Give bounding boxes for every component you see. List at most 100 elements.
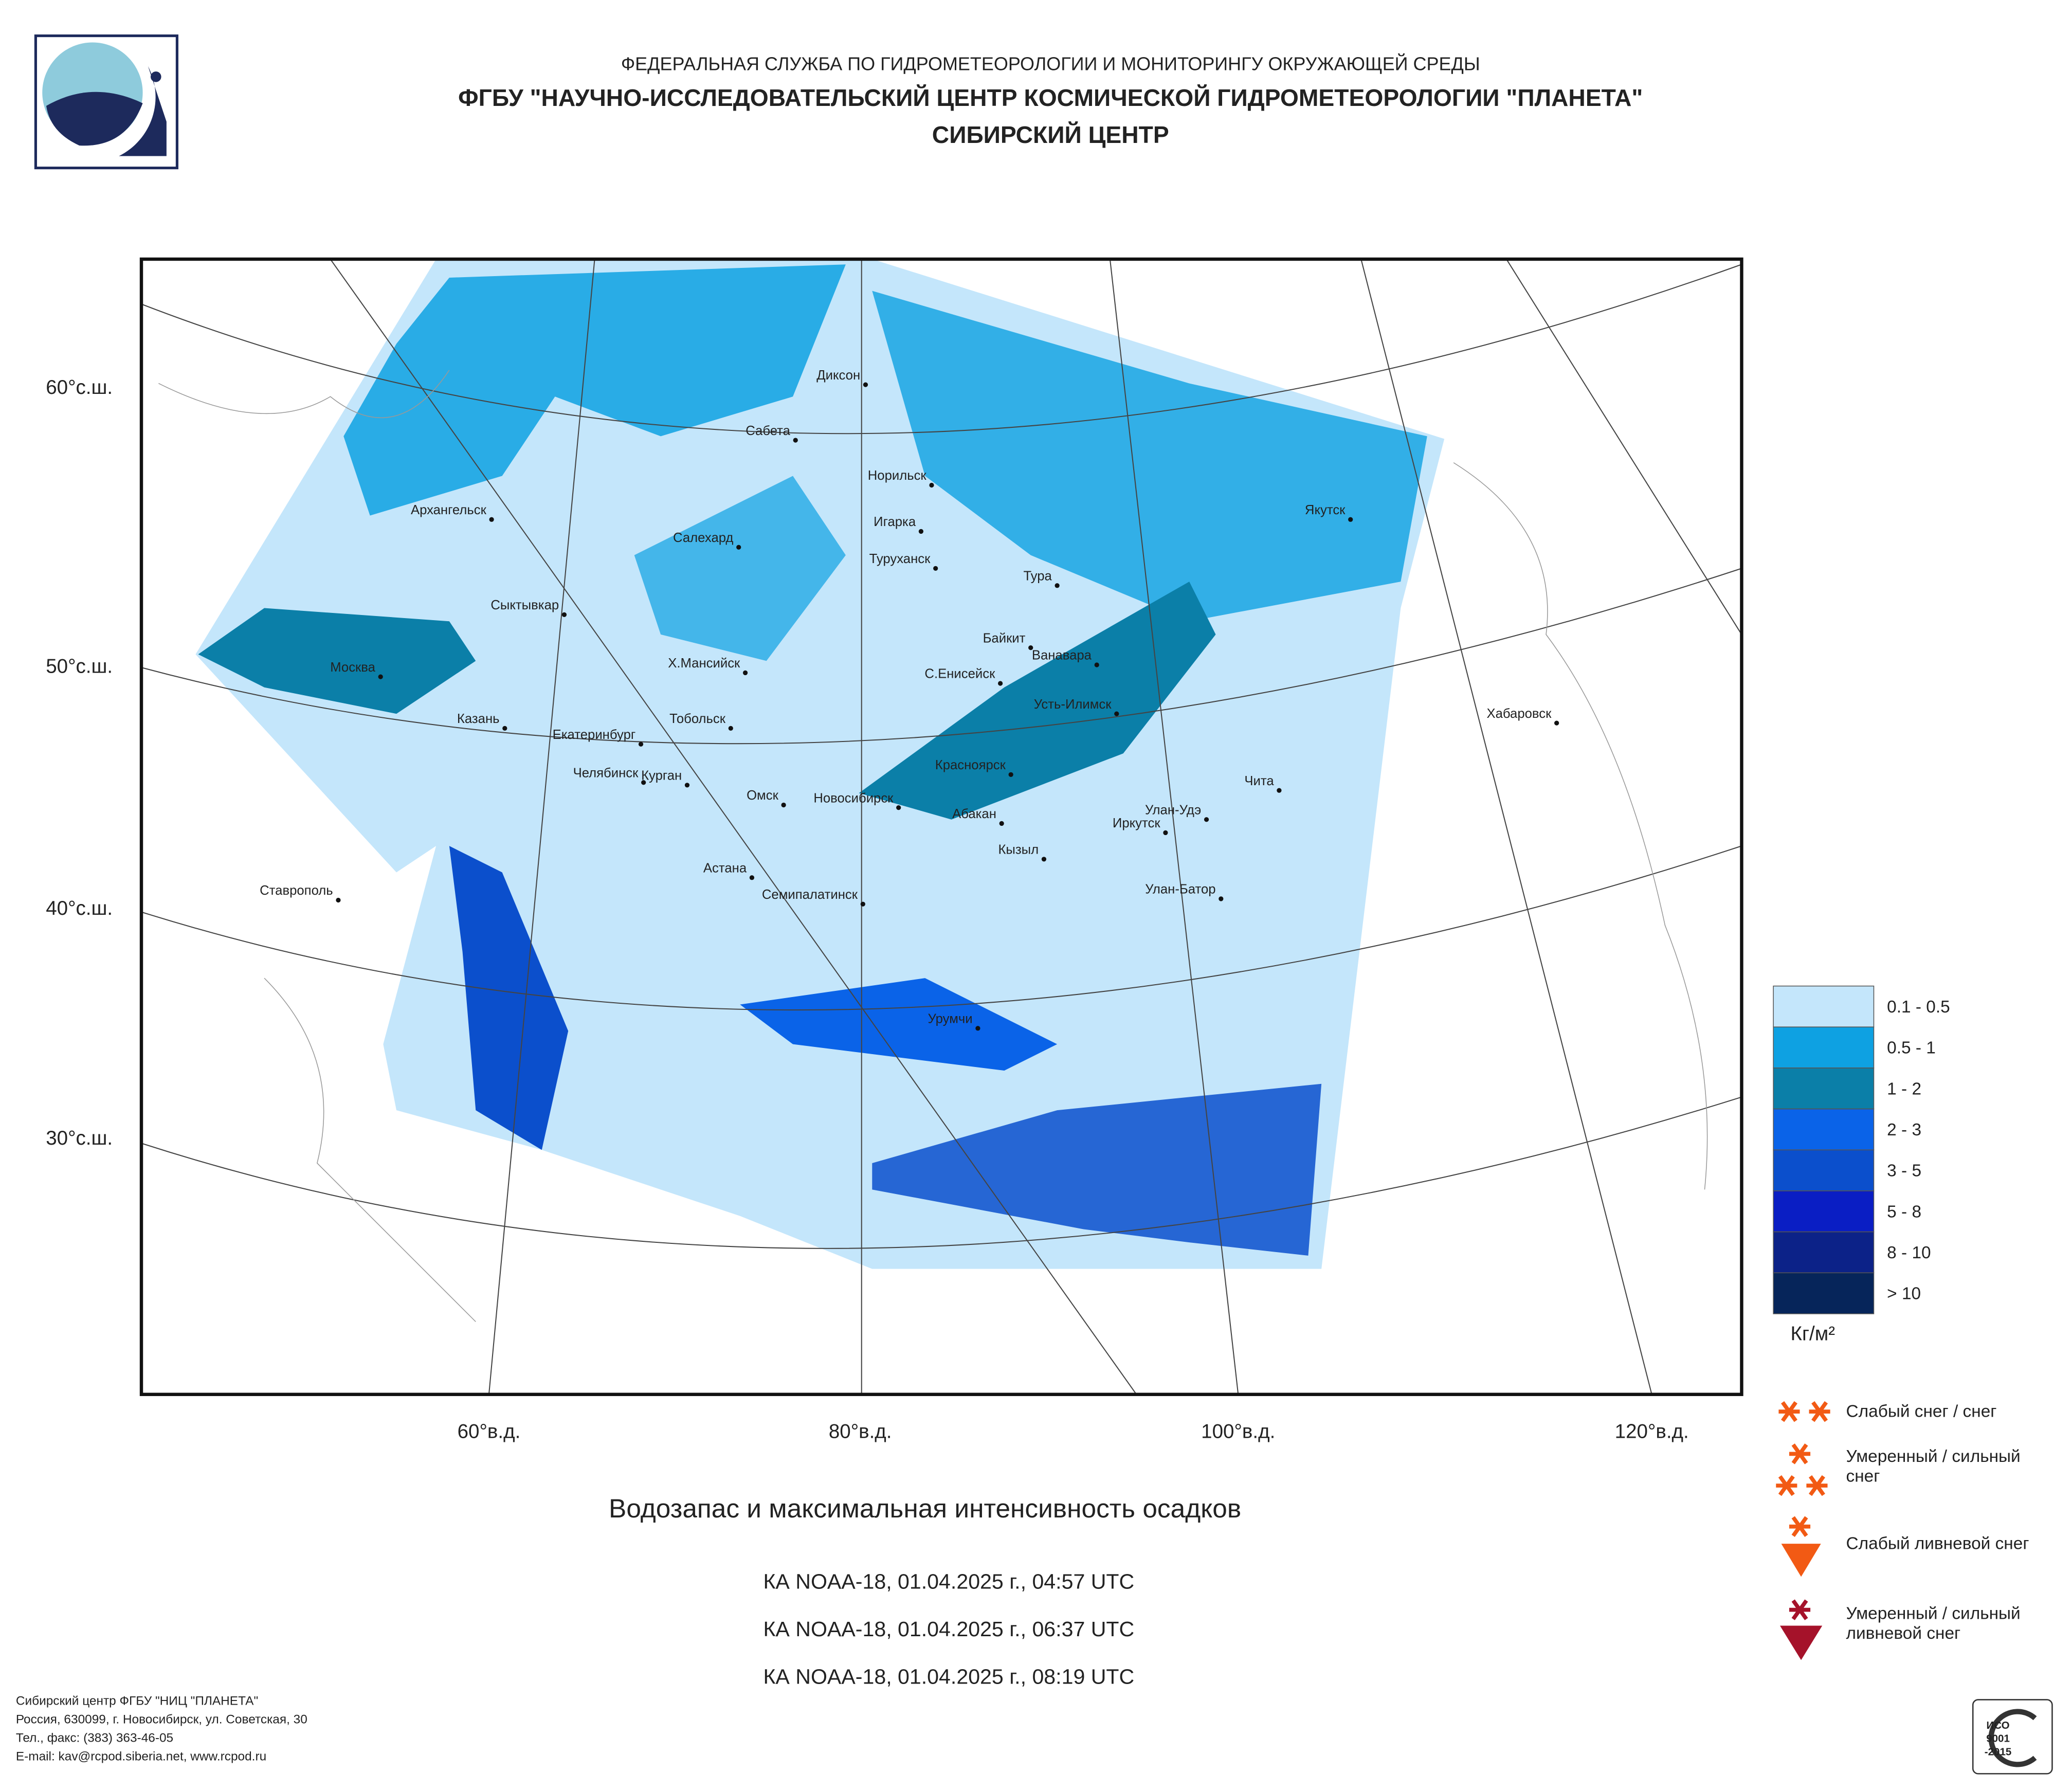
symbol-label: Слабый ливневой снег xyxy=(1846,1534,2029,1553)
legend-unit: Кг/м² xyxy=(1791,1323,1835,1345)
city-label: Игарка xyxy=(874,515,916,529)
city-label: Ставрополь xyxy=(260,883,333,898)
city-label: Чита xyxy=(1244,774,1274,788)
city-dot xyxy=(1008,772,1013,777)
lat-label: 60°с.ш. xyxy=(46,376,113,399)
lon-label: 100°в.д. xyxy=(1201,1421,1275,1443)
lon-label: 120°в.д. xyxy=(1615,1421,1689,1443)
city-label: Сабета xyxy=(746,424,790,438)
city-dot xyxy=(929,482,934,488)
legend-swatch xyxy=(1773,1272,1875,1314)
legend-label: 5 - 8 xyxy=(1887,1202,1921,1221)
city-dot xyxy=(736,545,741,550)
city-label: Норильск xyxy=(868,468,927,483)
city-dot xyxy=(1554,720,1559,726)
city-label: Тобольск xyxy=(669,712,726,726)
city-dot xyxy=(997,681,1003,686)
lon-label: 60°в.д. xyxy=(458,1421,521,1443)
symbol-label: снег xyxy=(1846,1467,1880,1486)
legend-swatch xyxy=(1773,1231,1875,1274)
symbol-label: Слабый снег / снег xyxy=(1846,1402,1997,1421)
legend-swatch xyxy=(1773,985,1875,1028)
city-dot xyxy=(933,566,938,571)
city-dot xyxy=(1055,583,1060,588)
city-dot xyxy=(1041,857,1047,862)
lat-label: 40°с.ш. xyxy=(46,897,113,919)
city-dot xyxy=(1204,817,1209,822)
city-dot xyxy=(728,726,733,731)
city-dot xyxy=(863,382,868,387)
city-label: Улан-Удэ xyxy=(1145,803,1201,817)
pass-line: КА NOAA-18, 01.04.2025 г., 04:57 UTC xyxy=(763,1570,1134,1594)
legend-label: 3 - 5 xyxy=(1887,1162,1921,1181)
legend-swatch xyxy=(1773,1068,1875,1110)
city-dot xyxy=(999,821,1004,826)
symbol-label: Умеренный / сильный xyxy=(1846,1604,2021,1623)
city-label: Екатеринбург xyxy=(553,728,636,742)
graticule-labels: 60°с.ш. 50°с.ш. 40°с.ш. 30°с.ш. 60°в.д. 80°в.… xyxy=(46,376,1689,1442)
city-dot xyxy=(1219,896,1224,901)
city-label: Салехард xyxy=(673,531,733,545)
city-dot xyxy=(684,783,690,788)
caption-title: Водозапас и максимальная интенсивность о… xyxy=(609,1493,1241,1523)
city-dot xyxy=(1348,517,1353,522)
city-label: Байкит xyxy=(983,631,1026,645)
city-label: Сыктывкар xyxy=(490,598,559,612)
city-label: Архангельск xyxy=(411,503,487,517)
city-label: Урумчи xyxy=(928,1012,973,1026)
city-dot xyxy=(1114,711,1119,716)
city-dot xyxy=(749,875,755,880)
city-dot xyxy=(975,1026,980,1031)
city-label: Ванавара xyxy=(1032,648,1092,663)
city-layer: Диксон Сабета Норильск Архангельск Салехард И… xyxy=(260,368,1559,1031)
snow-symbol xyxy=(1809,1401,1830,1422)
legend: 0.1 - 0.5 0.5 - 1 1 - 2 2 - 3 3 - 5 5 - 8 8 - … xyxy=(1773,985,2029,1660)
city-dot xyxy=(896,805,901,810)
snow-symbol xyxy=(1789,1516,1811,1537)
city-label: Челябинск xyxy=(573,766,639,780)
symbol-label: ливневой снег xyxy=(1846,1624,1961,1643)
caption-passes: КА NOAA-18, 01.04.2025 г., 04:57 UTC КА N… xyxy=(763,1570,1134,1689)
city-label: Туруханск xyxy=(869,552,931,566)
footer-line: E-mail: kav@rcpod.siberia.net, www.rcpod… xyxy=(16,1750,266,1764)
legend-swatch xyxy=(1773,1149,1875,1191)
city-label: Х.Мансийск xyxy=(668,656,740,671)
lon-label: 80°в.д. xyxy=(829,1421,892,1443)
lat-label: 30°с.ш. xyxy=(46,1127,113,1149)
city-dot xyxy=(489,517,494,522)
city-label: Москва xyxy=(330,660,375,675)
snow-symbol xyxy=(1789,1443,1811,1464)
city-label: Усть-Илимск xyxy=(1034,697,1112,712)
city-label: Новосибирск xyxy=(813,791,894,805)
city-label: Астана xyxy=(703,861,747,876)
city-label: Улан-Батор xyxy=(1145,882,1215,897)
city-label: Красноярск xyxy=(935,758,1006,772)
city-label: Кызыл xyxy=(998,843,1039,857)
city-label: Диксон xyxy=(816,368,860,383)
pass-line: КА NOAA-18, 01.04.2025 г., 06:37 UTC xyxy=(763,1617,1134,1641)
legend-label: 2 - 3 xyxy=(1887,1120,1921,1139)
snow-symbol xyxy=(1789,1599,1811,1620)
snow-symbol xyxy=(1806,1475,1828,1496)
city-dot xyxy=(1094,662,1099,667)
city-dot xyxy=(1163,830,1168,836)
cert-text: ИСО xyxy=(1987,1720,2010,1731)
city-dot xyxy=(638,741,644,747)
snow-symbol xyxy=(1778,1401,1800,1422)
city-label: Абакан xyxy=(952,807,996,821)
lat-label: 50°с.ш. xyxy=(46,655,113,677)
legend-label: 1 - 2 xyxy=(1887,1079,1921,1098)
city-dot xyxy=(378,674,383,679)
city-label: Иркутск xyxy=(1113,816,1160,830)
shower-symbol xyxy=(1781,1544,1821,1577)
header-line: ФГБУ "НАУЧНО-ИССЛЕДОВАТЕЛЬСКИЙ ЦЕНТР КОС… xyxy=(458,84,1643,111)
city-label: Курган xyxy=(641,769,682,783)
legend-label: 0.5 - 1 xyxy=(1887,1039,1936,1058)
city-dot xyxy=(918,529,924,534)
legend-swatch xyxy=(1773,1190,1875,1233)
snow-symbol xyxy=(1776,1475,1797,1496)
cert-text: -2015 xyxy=(1985,1746,2012,1758)
footer: Сибирский центр ФГБУ "НИЦ "ПЛАНЕТА" Росси… xyxy=(16,1694,307,1764)
legend-label: > 10 xyxy=(1887,1285,1921,1304)
